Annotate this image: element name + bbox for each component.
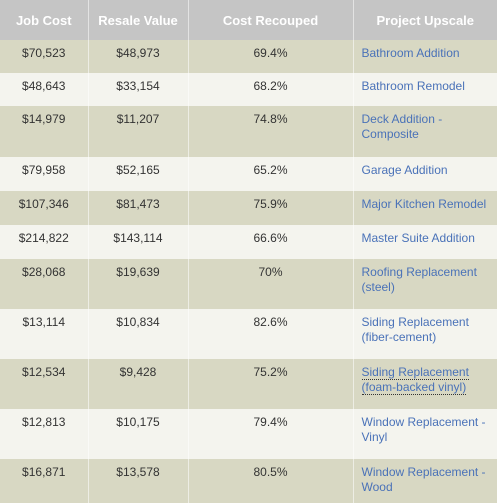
project-link[interactable]: Master Suite Addition	[361, 231, 475, 245]
project-cell[interactable]: Window Replacement - Vinyl	[353, 409, 497, 459]
table-row: $79,958 $52,165 65.2% Garage Addition	[0, 157, 497, 191]
project-cell[interactable]: Window Replacement - Wood	[353, 459, 497, 503]
cost-recouped-cell: 79.4%	[188, 409, 354, 459]
header-row: Job Cost Resale Value Cost Recouped Proj…	[0, 0, 497, 40]
table-row: $214,822 $143,114 66.6% Master Suite Add…	[0, 225, 497, 259]
job-cost-cell: $28,068	[0, 259, 89, 309]
project-link[interactable]: Garage Addition	[361, 163, 448, 177]
resale-value-cell: $9,428	[88, 359, 189, 409]
header-resale-value: Resale Value	[88, 0, 189, 40]
resale-value-cell: $11,207	[88, 106, 189, 157]
resale-value-cell: $48,973	[88, 40, 189, 73]
project-link[interactable]: Bathroom Remodel	[361, 79, 465, 93]
project-cell[interactable]: Deck Addition - Composite	[353, 106, 497, 157]
resale-value-cell: $10,175	[88, 409, 189, 459]
project-link[interactable]: Bathroom Addition	[361, 46, 460, 60]
project-cell[interactable]: Garage Addition	[353, 157, 497, 191]
project-cell[interactable]: Bathroom Remodel	[353, 73, 497, 106]
project-link[interactable]: Deck Addition - Composite	[361, 112, 443, 141]
job-cost-cell: $48,643	[0, 73, 89, 106]
cost-recouped-cell: 69.4%	[188, 40, 354, 73]
cost-recouped-cell: 75.9%	[188, 191, 354, 225]
resale-value-cell: $33,154	[88, 73, 189, 106]
resale-value-cell: $143,114	[88, 225, 189, 259]
cost-recouped-cell: 70%	[188, 259, 354, 309]
resale-value-cell: $81,473	[88, 191, 189, 225]
header-project-upscale: Project Upscale	[353, 0, 497, 40]
header-cost-recouped: Cost Recouped	[188, 0, 354, 40]
resale-value-cell: $13,578	[88, 459, 189, 503]
cost-recouped-cell: 65.2%	[188, 157, 354, 191]
job-cost-cell: $12,534	[0, 359, 89, 409]
table-row: $12,534 $9,428 75.2% Siding Replacement …	[0, 359, 497, 409]
project-link[interactable]: Siding Replacement (foam-backed vinyl)	[354, 359, 497, 395]
job-cost-cell: $12,813	[0, 409, 89, 459]
resale-value-cell: $52,165	[88, 157, 189, 191]
project-cell[interactable]: Siding Replacement (foam-backed vinyl)	[353, 359, 497, 409]
job-cost-cell: $14,979	[0, 106, 89, 157]
header-job-cost: Job Cost	[0, 0, 89, 40]
cost-recouped-cell: 75.2%	[188, 359, 354, 409]
project-cell[interactable]: Bathroom Addition	[353, 40, 497, 73]
table-row: $28,068 $19,639 70% Roofing Replacement …	[0, 259, 497, 309]
table-row: $12,813 $10,175 79.4% Window Replacement…	[0, 409, 497, 459]
cost-recouped-cell: 82.6%	[188, 309, 354, 359]
cost-recouped-cell: 66.6%	[188, 225, 354, 259]
project-cell[interactable]: Siding Replacement (fiber-cement)	[353, 309, 497, 359]
table-row: $107,346 $81,473 75.9% Major Kitchen Rem…	[0, 191, 497, 225]
project-link[interactable]: Roofing Replacement (steel)	[361, 265, 477, 294]
cost-recouped-cell: 80.5%	[188, 459, 354, 503]
project-link[interactable]: Window Replacement - Wood	[361, 465, 486, 494]
project-link-text[interactable]: Siding Replacement (foam-backed vinyl)	[361, 365, 469, 395]
job-cost-cell: $107,346	[0, 191, 89, 225]
job-cost-cell: $79,958	[0, 157, 89, 191]
table-row: $48,643 $33,154 68.2% Bathroom Remodel	[0, 73, 497, 106]
cost-recouped-cell: 68.2%	[188, 73, 354, 106]
project-link[interactable]: Major Kitchen Remodel	[361, 197, 487, 211]
job-cost-cell: $214,822	[0, 225, 89, 259]
resale-value-cell: $19,639	[88, 259, 189, 309]
job-cost-cell: $16,871	[0, 459, 89, 503]
project-cell[interactable]: Master Suite Addition	[353, 225, 497, 259]
project-link[interactable]: Window Replacement - Vinyl	[361, 415, 486, 444]
job-cost-cell: $13,114	[0, 309, 89, 359]
table-row: $13,114 $10,834 82.6% Siding Replacement…	[0, 309, 497, 359]
job-cost-cell: $70,523	[0, 40, 89, 73]
project-cell[interactable]: Roofing Replacement (steel)	[353, 259, 497, 309]
table-row: $16,871 $13,578 80.5% Window Replacement…	[0, 459, 497, 503]
resale-value-cell: $10,834	[88, 309, 189, 359]
table-row: $14,979 $11,207 74.8% Deck Addition - Co…	[0, 106, 497, 157]
table-row: $70,523 $48,973 69.4% Bathroom Addition	[0, 40, 497, 73]
project-cell[interactable]: Major Kitchen Remodel	[353, 191, 497, 225]
project-link[interactable]: Siding Replacement (fiber-cement)	[361, 315, 469, 344]
cost-recouped-cell: 74.8%	[188, 106, 354, 157]
